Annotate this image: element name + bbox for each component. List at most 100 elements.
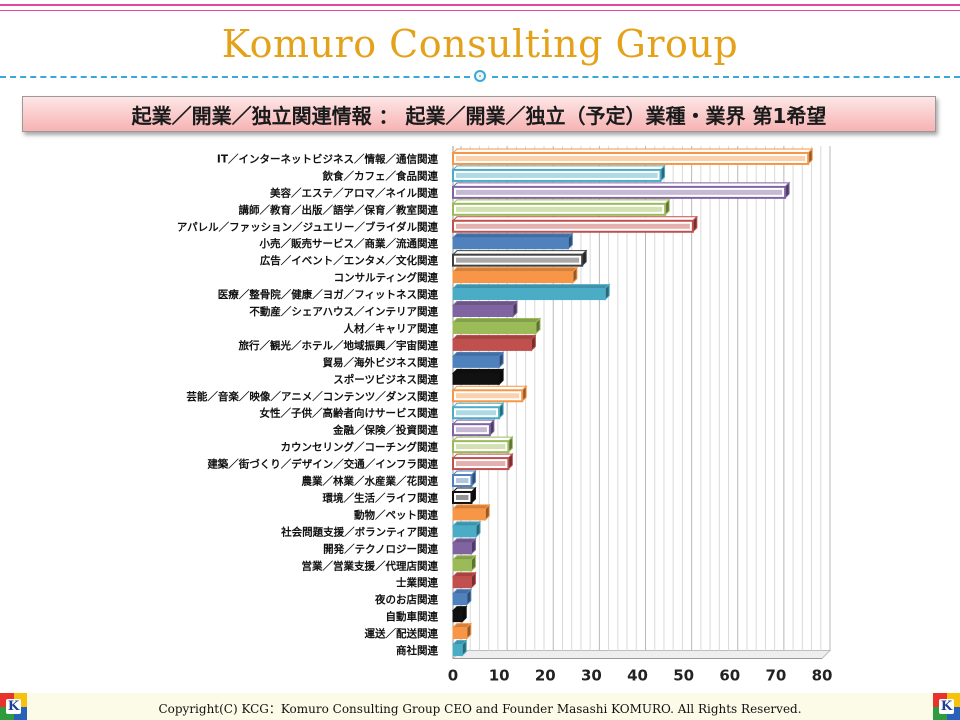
category-label: 医療／整骨院／健康／ヨガ／フィットネス関連 [218,288,439,301]
category-label: 講師／教育／出版／語学／保育／教室関連 [239,203,439,216]
x-tick-label: 20 [535,667,556,685]
title-divider-right [492,76,960,78]
bar [451,385,528,403]
bar-inner [456,461,506,467]
bar [451,283,611,301]
bar [451,622,473,640]
bar-face [452,151,810,165]
logo-k-icon-right: K [933,693,960,720]
chart-floor [451,650,832,659]
bar [451,402,505,420]
bar-face [452,542,472,555]
category-label: 小売／販売サービス／商業／流通関連 [259,237,439,250]
bar-face [452,474,473,488]
x-tick-label: 50 [673,667,694,685]
bar [451,503,491,522]
bar-inner [456,223,690,229]
chart-bars [451,147,814,657]
bar-top [451,504,491,510]
bar [451,164,666,183]
bar [451,300,519,318]
bar [451,232,574,250]
bar-face [452,508,486,521]
bar-face [452,576,472,589]
category-label: 環境／生活／ライフ関連 [323,491,439,504]
bar-inner [456,444,506,450]
category-label: 夜のお店関連 [374,593,438,606]
bar-top [451,317,542,323]
bar [451,486,477,505]
bar [451,181,791,200]
bar-inner [456,478,469,484]
bar-inner [456,257,580,263]
x-tick-label: 80 [812,667,833,685]
bar-face [452,219,694,233]
top-rule-line [0,4,960,6]
bar [451,639,468,657]
bar-face [452,406,501,420]
bar [451,266,579,284]
bar-face [452,389,524,403]
category-label: 商社関連 [396,644,438,657]
bar-face [452,271,574,284]
bar [451,554,477,572]
category-label: 金融／保険／投資関連 [332,424,438,437]
chart-x-tick-labels: 0 10 20 30 40 50 60 70 80 [448,667,833,685]
bar-face [452,338,532,351]
category-label: IT／インターネットビジネス／情報／通信関連 [217,152,439,165]
bar-face [452,372,500,385]
top-rule [0,0,960,16]
category-label: 農業／林業／水産業／花関連 [302,475,439,488]
x-tick-label: 60 [719,667,740,685]
x-tick-label: 0 [448,667,458,685]
bar [451,520,482,539]
bar-face [452,644,463,657]
logo-k-icon-left: K [0,693,27,720]
bar-top [451,334,537,340]
category-label: 貿易／海外ビジネス関連 [323,356,439,369]
category-label: 開発／テクノロジー関連 [323,542,438,555]
bar-face [452,355,500,368]
category-label: 飲食／カフェ／食品関連 [322,169,439,182]
category-label: コンサルティング関連 [334,271,439,284]
bar [451,215,699,233]
bar-inner [456,410,497,416]
x-tick-label: 10 [489,667,510,685]
bar-inner [456,206,663,212]
bar-face [452,593,468,606]
bar-face [452,237,569,250]
bar-face [452,168,662,182]
category-label: 建築／街づくり／デザイン／交通／インフラ関連 [206,458,438,471]
category-label: スポーツビジネス関連 [333,373,438,386]
bar [451,334,537,352]
copyright-text: Copyright(C) KCG：Komuro Consulting Group… [158,702,802,716]
bar-top [451,368,505,374]
x-tick-label: 40 [627,667,648,685]
category-label: 人材／キャリア関連 [344,322,439,335]
category-label: アパレル／ファッション／ジュエリー／ブライダル関連 [177,220,439,233]
category-label: 芸能／音楽／映像／アニメ／コンテンツ／ダンス関連 [186,390,438,403]
bar-face [452,610,463,623]
category-label: 社会問題支援／ボランティア関連 [280,525,438,538]
category-label: 自動車関連 [386,610,439,623]
bar-face [452,559,472,572]
bar-inner [456,189,783,195]
bar [451,452,514,471]
section-banner: 起業／開業／独立関連情報 ： 起業／開業／独立（予定）業種・業界 第1希望 [22,96,936,132]
bar-face [452,423,491,437]
bar [451,435,514,454]
bar-face [452,525,477,538]
bar-inner [456,155,806,161]
category-label: カウンセリング／コーチング関連 [281,441,439,454]
title-divider-node-icon [474,70,486,82]
bar [451,249,588,267]
bar-inner [456,172,658,178]
chart-category-labels: IT／インターネットビジネス／情報／通信関連飲食／カフェ／食品関連美容／エステ／… [177,152,439,657]
bar-top [451,267,579,273]
bar-face [452,440,510,454]
category-label: 動物／ペット関連 [354,508,438,521]
page-title: Komuro Consulting Group [221,22,739,66]
category-label: 広告／イベント／エンタメ／文化関連 [260,254,439,267]
category-label: 営業／営業支援／代理店関連 [302,559,439,572]
bar-top [451,301,519,307]
